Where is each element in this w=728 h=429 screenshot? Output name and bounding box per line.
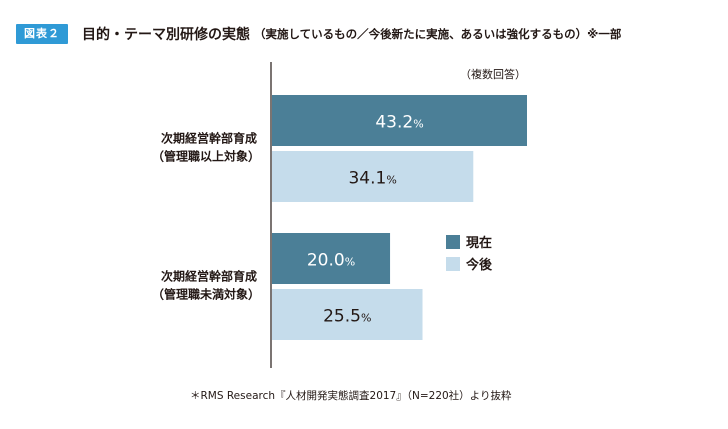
chart-subtitle: （実施しているもの／今後新たに実施、あるいは強化するもの）※一部: [254, 27, 622, 41]
bar-future-1: [272, 151, 474, 202]
category-label-2-line2: （管理職未満対象）: [152, 287, 260, 302]
legend-swatch-current: [446, 235, 460, 249]
data-label-future-1: 34.1%: [348, 169, 396, 189]
figure-header: 図表２ 目的・テーマ別研修の実態 （実施しているもの／今後新たに実施、あるいは強…: [16, 24, 621, 44]
source-note: ＊RMS Research『人材開発実態調査2017』（N=220社）より抜粋: [190, 390, 512, 402]
data-label-current-2: 20.0%: [307, 251, 355, 271]
data-label-current-1: 43.2%: [375, 113, 423, 133]
legend-label-current: 現在: [466, 235, 492, 251]
legend-swatch-future: [446, 257, 460, 271]
category-label-1-line1: 次期経営幹部育成: [161, 131, 257, 146]
bar-current-2: [272, 233, 391, 284]
figure-number-badge: 図表２: [16, 24, 68, 44]
category-label-1-line2: （管理職以上対象）: [152, 149, 260, 164]
category-label-2-line1: 次期経営幹部育成: [161, 269, 257, 284]
multiple-answer-note: （複数回答）: [460, 68, 526, 81]
chart-title: 目的・テーマ別研修の実態: [82, 27, 250, 43]
bar-current-1: [272, 95, 527, 146]
bar-future-2: [272, 289, 423, 340]
data-label-future-2: 25.5%: [323, 307, 371, 327]
legend-label-future: 今後: [465, 257, 493, 273]
